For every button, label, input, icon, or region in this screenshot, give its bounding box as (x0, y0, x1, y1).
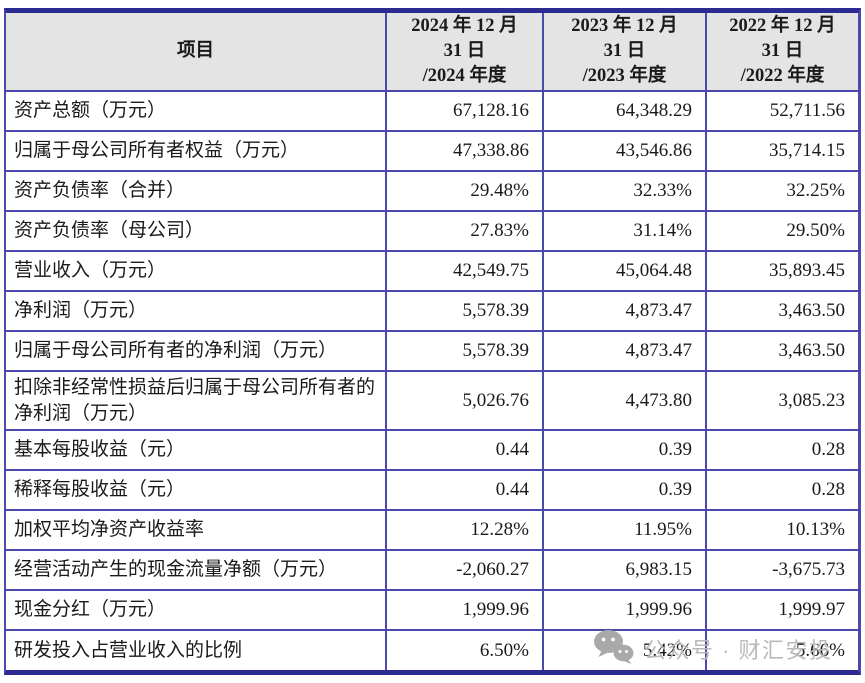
value-cell-2023: 1,999.96 (542, 589, 707, 631)
value-cell-2024: 5,578.39 (385, 290, 544, 332)
item-cell: 归属于母公司所有者权益（万元） (6, 130, 387, 172)
item-cell: 资产总额（万元） (6, 90, 387, 132)
table-row: 资产负债率（母公司） 27.83% 31.14% 29.50% (6, 210, 858, 252)
item-cell: 净利润（万元） (6, 290, 387, 332)
item-cell: 研发投入占营业收入的比例 (6, 629, 387, 670)
header-cell-2024: 2024 年 12 月 31 日 /2024 年度 (385, 13, 544, 92)
value-cell-2022: 35,893.45 (705, 250, 858, 292)
item-cell: 经营活动产生的现金流量净额（万元） (6, 549, 387, 591)
value-cell-2024: 5,578.39 (385, 330, 544, 372)
value-cell-2023: 4,873.47 (542, 330, 707, 372)
table-row: 基本每股收益（元） 0.44 0.39 0.28 (6, 429, 858, 471)
value-cell-2024: 5,026.76 (385, 370, 544, 431)
item-cell: 归属于母公司所有者的净利润（万元） (6, 330, 387, 372)
value-cell-2022: 1,999.97 (705, 589, 858, 631)
value-cell-2022: -3,675.73 (705, 549, 858, 591)
item-cell: 扣除非经常性损益后归属于母公司所有者的净利润（万元） (6, 370, 387, 431)
value-cell-2022: 29.50% (705, 210, 858, 252)
value-cell-2023: 0.39 (542, 429, 707, 471)
value-cell-2023: 31.14% (542, 210, 707, 252)
value-cell-2023: 43,546.86 (542, 130, 707, 172)
value-cell-2024: 6.50% (385, 629, 544, 670)
table-row: 营业收入（万元） 42,549.75 45,064.48 35,893.45 (6, 250, 858, 292)
value-cell-2023: 11.95% (542, 509, 707, 551)
value-cell-2023: 5.42% (542, 629, 707, 670)
item-cell: 基本每股收益（元） (6, 429, 387, 471)
header-cell-2023: 2023 年 12 月 31 日 /2023 年度 (542, 13, 707, 92)
value-cell-2024: -2,060.27 (385, 549, 544, 591)
value-cell-2024: 27.83% (385, 210, 544, 252)
value-cell-2024: 29.48% (385, 170, 544, 212)
table-row: 资产负债率（合并） 29.48% 32.33% 32.25% (6, 170, 858, 212)
table-row: 加权平均净资产收益率 12.28% 11.95% 10.13% (6, 509, 858, 551)
table-row: 研发投入占营业收入的比例 6.50% 5.42% 5.66% (6, 629, 858, 670)
value-cell-2023: 6,983.15 (542, 549, 707, 591)
value-cell-2022: 3,463.50 (705, 290, 858, 332)
value-cell-2022: 5.66% (705, 629, 858, 670)
item-cell: 资产负债率（合并） (6, 170, 387, 212)
value-cell-2022: 3,085.23 (705, 370, 858, 431)
value-cell-2024: 12.28% (385, 509, 544, 551)
table-row: 归属于母公司所有者的净利润（万元） 5,578.39 4,873.47 3,46… (6, 330, 858, 372)
value-cell-2023: 0.39 (542, 469, 707, 511)
item-cell: 资产负债率（母公司） (6, 210, 387, 252)
value-cell-2022: 32.25% (705, 170, 858, 212)
header-cell-2022: 2022 年 12 月 31 日 /2022 年度 (705, 13, 858, 92)
value-cell-2024: 67,128.16 (385, 90, 544, 132)
value-cell-2022: 3,463.50 (705, 330, 858, 372)
value-cell-2024: 0.44 (385, 429, 544, 471)
table-row: 资产总额（万元） 67,128.16 64,348.29 52,711.56 (6, 90, 858, 132)
value-cell-2023: 45,064.48 (542, 250, 707, 292)
value-cell-2023: 4,873.47 (542, 290, 707, 332)
value-cell-2024: 1,999.96 (385, 589, 544, 631)
header-row: 项目 2024 年 12 月 31 日 /2024 年度 2023 年 12 月… (6, 13, 858, 92)
value-cell-2024: 47,338.86 (385, 130, 544, 172)
value-cell-2022: 0.28 (705, 429, 858, 471)
item-cell: 营业收入（万元） (6, 250, 387, 292)
table-row: 现金分红（万元） 1,999.96 1,999.96 1,999.97 (6, 589, 858, 631)
value-cell-2024: 42,549.75 (385, 250, 544, 292)
value-cell-2022: 0.28 (705, 469, 858, 511)
table-row: 扣除非经常性损益后归属于母公司所有者的净利润（万元） 5,026.76 4,47… (6, 370, 858, 431)
value-cell-2022: 35,714.15 (705, 130, 858, 172)
value-cell-2022: 10.13% (705, 509, 858, 551)
value-cell-2024: 0.44 (385, 469, 544, 511)
value-cell-2022: 52,711.56 (705, 90, 858, 132)
value-cell-2023: 4,473.80 (542, 370, 707, 431)
table-row: 稀释每股收益（元） 0.44 0.39 0.28 (6, 469, 858, 511)
item-cell: 加权平均净资产收益率 (6, 509, 387, 551)
item-cell: 稀释每股收益（元） (6, 469, 387, 511)
header-cell-item: 项目 (6, 13, 387, 92)
table-row: 净利润（万元） 5,578.39 4,873.47 3,463.50 (6, 290, 858, 332)
table-row: 经营活动产生的现金流量净额（万元） -2,060.27 6,983.15 -3,… (6, 549, 858, 591)
financial-summary-table: 项目 2024 年 12 月 31 日 /2024 年度 2023 年 12 月… (4, 8, 861, 675)
item-cell: 现金分红（万元） (6, 589, 387, 631)
value-cell-2023: 32.33% (542, 170, 707, 212)
value-cell-2023: 64,348.29 (542, 90, 707, 132)
table-row: 归属于母公司所有者权益（万元） 47,338.86 43,546.86 35,7… (6, 130, 858, 172)
